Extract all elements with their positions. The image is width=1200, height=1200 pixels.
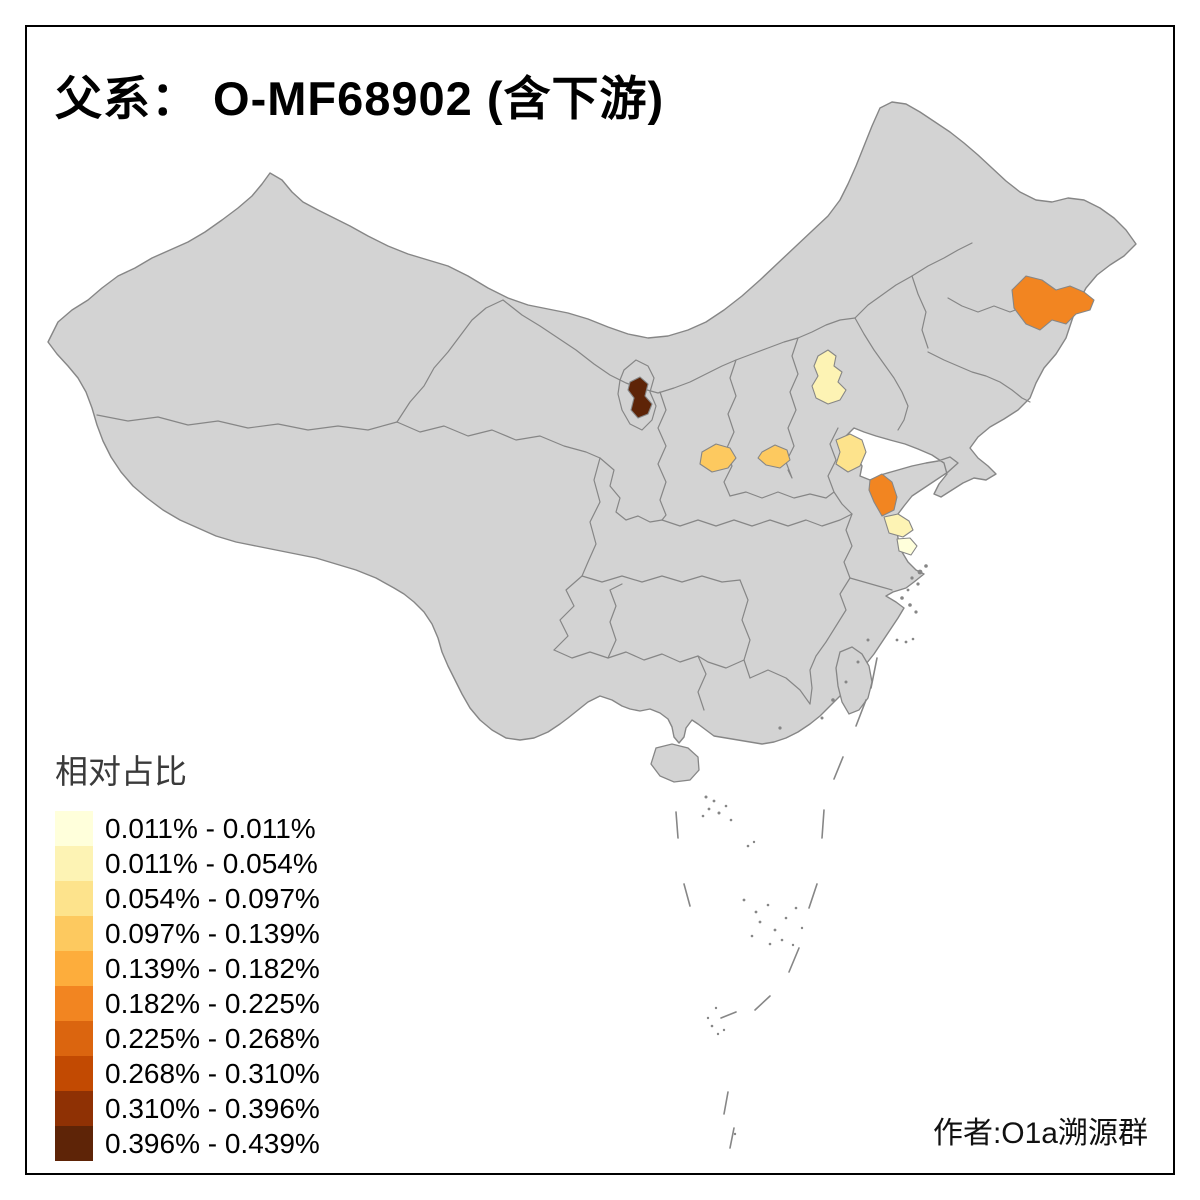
legend-label: 0.310% - 0.396% xyxy=(105,1092,320,1124)
legend-label: 0.139% - 0.182% xyxy=(105,952,320,984)
legend-label: 0.054% - 0.097% xyxy=(105,882,320,914)
china-mainland xyxy=(47,101,1137,745)
legend-label: 0.396% - 0.439% xyxy=(105,1127,320,1159)
region-jiangsu-south xyxy=(896,537,918,556)
legend-row: 0.182% - 0.225% xyxy=(55,986,320,1021)
region-beijing xyxy=(811,349,847,405)
legend-swatch xyxy=(55,1091,93,1126)
legend-swatch xyxy=(55,986,93,1021)
legend-swatch xyxy=(55,1021,93,1056)
legend-title: 相对占比 xyxy=(55,753,187,790)
legend-label: 0.011% - 0.054% xyxy=(105,847,318,879)
legend-label: 0.268% - 0.310% xyxy=(105,1057,320,1089)
coastal-islets xyxy=(778,564,928,730)
legend-swatch xyxy=(55,846,93,881)
legend-label: 0.225% - 0.268% xyxy=(105,1022,320,1054)
highlight-regions xyxy=(627,275,1095,556)
legend-swatch xyxy=(55,916,93,951)
page-title: 父系： O-MF68902 (含下游) xyxy=(55,72,665,125)
hainan-island xyxy=(650,743,700,783)
south-sea-islets xyxy=(701,795,804,1136)
legend-swatch xyxy=(55,881,93,916)
legend-row: 0.396% - 0.439% xyxy=(55,1126,320,1161)
legend-row: 0.268% - 0.310% xyxy=(55,1056,320,1091)
legend-row: 0.011% - 0.011% xyxy=(55,811,320,846)
legend-rows: 0.011% - 0.011% 0.011% - 0.054% 0.054% - 0… xyxy=(55,811,320,1161)
region-shanxi-south xyxy=(757,444,791,469)
legend-swatch xyxy=(55,1126,93,1161)
region-shandong-southwest xyxy=(835,433,867,473)
legend-swatch xyxy=(55,811,93,846)
legend-row: 0.139% - 0.182% xyxy=(55,951,320,986)
nine-dash-line xyxy=(675,657,878,1149)
legend-row: 0.310% - 0.396% xyxy=(55,1091,320,1126)
legend-label: 0.011% - 0.011% xyxy=(105,812,316,844)
region-jiangsu-yancheng xyxy=(868,473,898,517)
legend: 相对占比 0.011% - 0.011% 0.011% - 0.054% 0.054… xyxy=(55,745,320,1161)
legend-row: 0.054% - 0.097% xyxy=(55,881,320,916)
author-credit: 作者:O1a溯源群 xyxy=(932,1117,1148,1150)
legend-label: 0.182% - 0.225% xyxy=(105,987,320,1019)
region-shaanxi-central xyxy=(699,443,737,473)
region-ningxia xyxy=(627,376,653,419)
region-jiangsu-nantong xyxy=(883,513,914,538)
legend-row: 0.225% - 0.268% xyxy=(55,1021,320,1056)
legend-swatch xyxy=(55,951,93,986)
legend-label: 0.097% - 0.139% xyxy=(105,917,320,949)
legend-row: 0.011% - 0.054% xyxy=(55,846,320,881)
legend-swatch xyxy=(55,1056,93,1091)
taiwan-island xyxy=(835,646,873,715)
islands xyxy=(650,646,873,783)
region-yanbian-jilin xyxy=(1011,275,1095,331)
legend-row: 0.097% - 0.139% xyxy=(55,916,320,951)
